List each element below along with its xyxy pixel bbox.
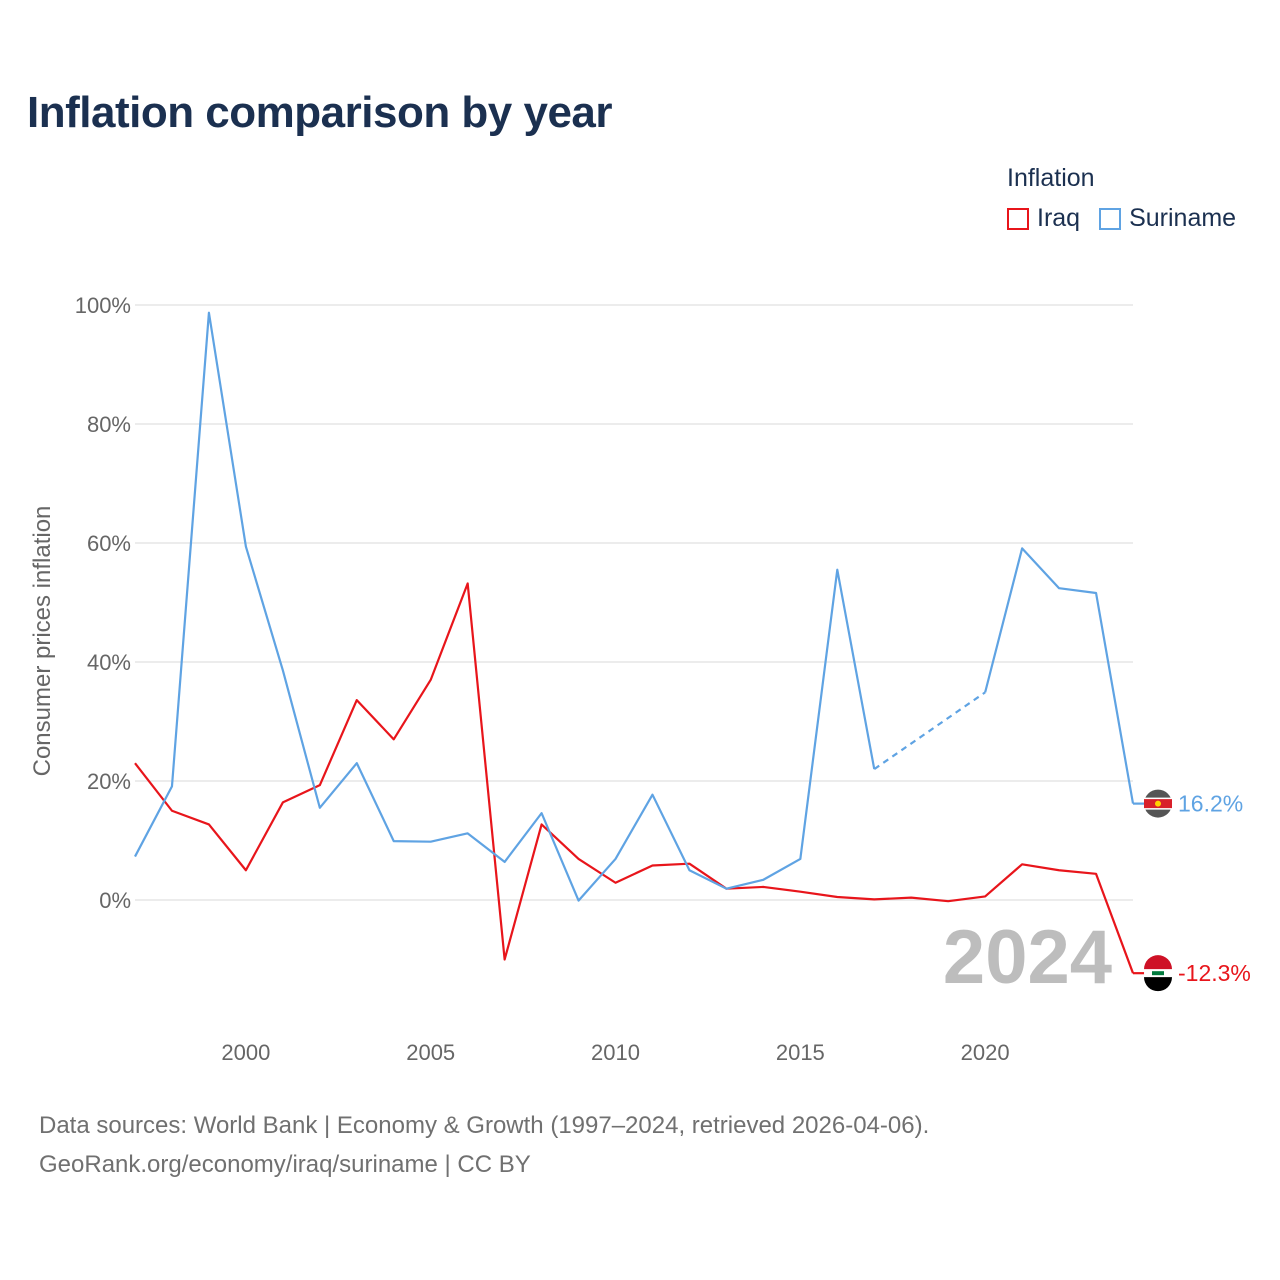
grid-lines <box>135 304 1133 901</box>
legend-item-iraq[interactable]: Iraq <box>1007 204 1080 233</box>
chart-title: Inflation comparison by year <box>27 88 613 137</box>
y-axis-ticks: 0% 20% 40% 60% 80% 100% <box>75 293 131 913</box>
iraq-flag <box>1144 955 1172 992</box>
end-label-suriname: 16.2% <box>1178 791 1243 817</box>
legend-label-iraq: Iraq <box>1037 204 1081 232</box>
y-tick-label: 100% <box>75 293 131 318</box>
footer-source: Data sources: World Bank | Economy & Gro… <box>39 1112 930 1139</box>
legend-item-suriname[interactable]: Suriname <box>1099 204 1236 233</box>
legend-label-suriname: Suriname <box>1129 204 1237 232</box>
legend-swatch-iraq <box>1007 207 1029 230</box>
y-tick-label: 20% <box>87 769 131 794</box>
series-line-suriname <box>984 547 1135 804</box>
y-tick-label: 80% <box>87 412 131 437</box>
series-gap-suriname <box>873 691 986 771</box>
legend-title: Inflation <box>1007 164 1095 192</box>
y-axis-label: Consumer prices inflation <box>29 506 56 777</box>
x-tick-label: 2020 <box>961 1040 1010 1065</box>
y-tick-label: 0% <box>99 888 131 913</box>
x-tick-label: 2005 <box>406 1040 455 1065</box>
suriname-flag <box>1144 789 1172 818</box>
x-tick-label: 2000 <box>221 1040 270 1065</box>
year-watermark: 2024 <box>943 915 1112 1000</box>
y-tick-label: 60% <box>87 531 131 556</box>
series-line-suriname <box>134 311 876 902</box>
series-end-markers: -12.3% 16.2% <box>1133 789 1251 992</box>
series-lines <box>134 311 1135 974</box>
footer: Data sources: World Bank | Economy & Gro… <box>39 1106 929 1184</box>
legend-swatch-suriname <box>1099 207 1122 230</box>
series-line-iraq <box>134 582 1135 974</box>
line-chart: 0%20%40%60%80%100% 2000 2005 2010 2015 2020 … <box>29 293 1251 1065</box>
y-tick-label: 40% <box>87 650 131 675</box>
x-axis-ticks: 2000 2005 2010 2015 2020 <box>221 1040 1009 1065</box>
x-tick-label: 2015 <box>776 1040 825 1065</box>
end-label-iraq: -12.3% <box>1178 960 1251 986</box>
x-tick-label: 2010 <box>591 1040 640 1065</box>
legend: Inflation Iraq Suriname <box>1007 162 1255 233</box>
footer-link[interactable]: GeoRank.org/economy/iraq/suriname | CC B… <box>39 1151 531 1178</box>
